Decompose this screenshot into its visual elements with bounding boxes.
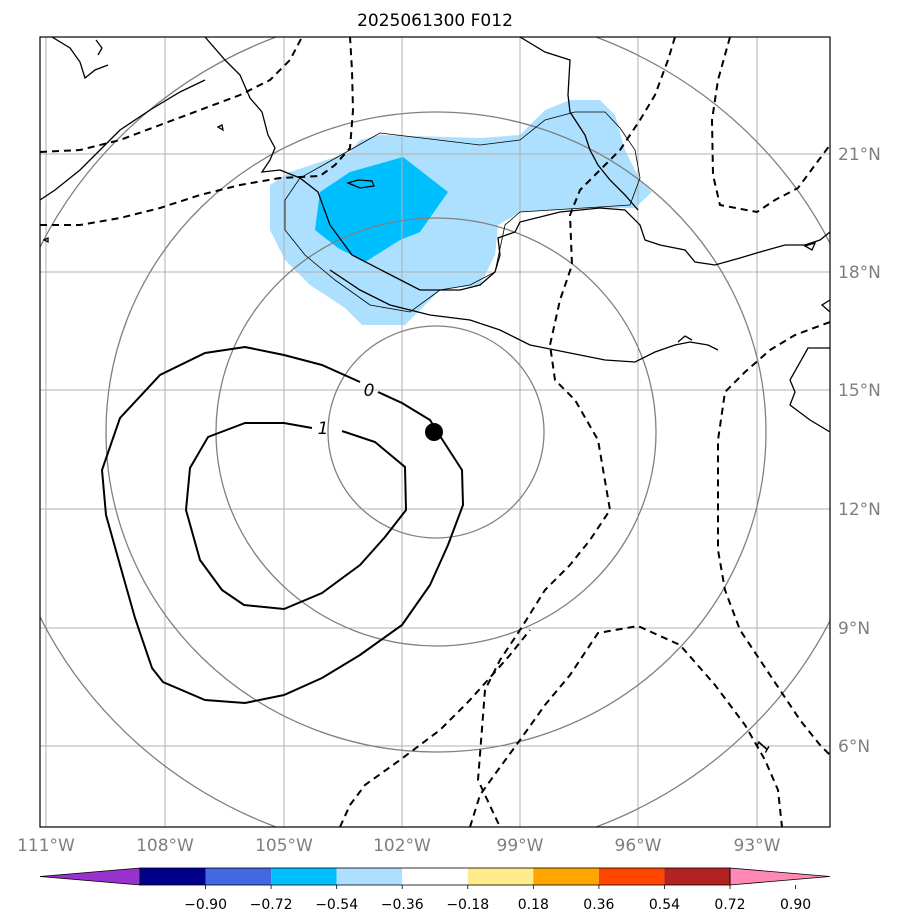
colorbar-tick-label: 0.54: [649, 897, 680, 913]
gridlines: [40, 37, 830, 827]
lon-label: 93°W: [734, 836, 781, 856]
lat-label: 21°N: [838, 145, 881, 165]
colorbar-segment: [140, 868, 206, 885]
lon-label: 102°W: [373, 836, 431, 856]
colorbar-segment: [205, 868, 272, 885]
lat-label: 15°N: [838, 381, 881, 401]
colorbar-tick-label: 0.90: [780, 897, 811, 913]
colorbar-tick-label: −0.90: [184, 897, 227, 913]
lon-label: 111°W: [17, 836, 75, 856]
dashed-contours: [40, 37, 830, 827]
colorbar-segment: [533, 868, 599, 885]
map-area: 0 1 1: [40, 37, 830, 827]
colorbar-tick-label: −0.36: [381, 897, 424, 913]
colorbar-tick-label: 0.18: [518, 897, 549, 913]
solid-contours: [100, 345, 465, 705]
colorbar-segment: [598, 868, 665, 885]
lon-label: 96°W: [615, 836, 662, 856]
region-outline: [284, 111, 641, 313]
colorbar-segment: [336, 868, 403, 885]
colorbar-segment: [467, 868, 534, 885]
shaded-region-light: [270, 100, 652, 325]
lat-labels: 21°N 18°N 15°N 12°N 9°N 6°N: [838, 145, 881, 757]
lat-label: 18°N: [838, 263, 881, 283]
colorbar-tick-label: −0.18: [446, 897, 489, 913]
coastlines: [40, 37, 830, 433]
contour-label-zero: 0: [364, 381, 375, 401]
colorbar-extension-left: [39, 867, 141, 886]
colorbar-segment: [271, 868, 337, 885]
contour-label-one: 1: [318, 419, 329, 439]
lon-label: 99°W: [497, 836, 544, 856]
center-marker: [425, 423, 443, 441]
lon-label: 108°W: [136, 836, 194, 856]
lat-label: 6°N: [838, 737, 870, 757]
colorbar-segment: [664, 868, 730, 885]
lat-label: 9°N: [838, 619, 870, 639]
lon-label: 105°W: [255, 836, 313, 856]
colorbar-extension-right: [729, 867, 831, 886]
map-frame: [39, 36, 831, 828]
colorbar-frame: [139, 867, 731, 886]
colorbar-segment: [402, 868, 468, 885]
colorbar-tick-label: 0.72: [714, 897, 745, 913]
lat-label: 12°N: [838, 500, 881, 520]
colorbar: −0.90 −0.72 −0.54 −0.36 −0.18 0.18 0.36 0.54 0.7…: [39, 867, 831, 913]
lon-labels: 111°W 108°W 105°W 102°W 99°W 96°W 93°W: [17, 836, 781, 856]
colorbar-tick-label: 0.36: [583, 897, 614, 913]
colorbar-tick-label: −0.72: [250, 897, 293, 913]
figure-title: 2025061300 F012: [357, 11, 513, 31]
range-rings: [40, 37, 830, 827]
colorbar-tick-label: −0.54: [315, 897, 358, 913]
